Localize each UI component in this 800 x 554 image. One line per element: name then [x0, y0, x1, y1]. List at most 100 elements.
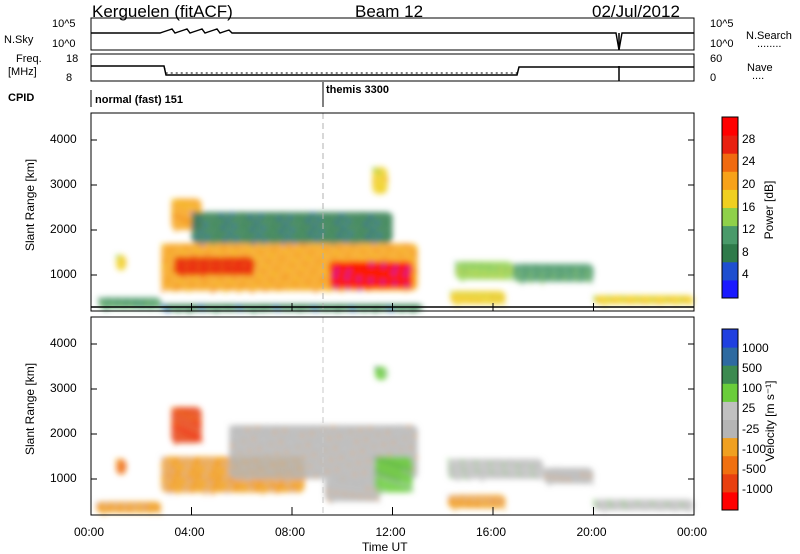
power-cell-2-172 [317, 285, 320, 289]
velocity-cell-2-86 [276, 490, 279, 494]
velocity-cell-4-83 [353, 472, 356, 476]
power-cell-3-0 [173, 257, 176, 260]
power-cell-6-14 [259, 230, 262, 234]
power-cell-3-3 [185, 258, 188, 262]
power-cell-2-101 [296, 254, 299, 258]
velocity-cell-8-16 [453, 507, 456, 511]
velocity-cell-4-180 [353, 445, 356, 449]
velocity-cell-2-100 [182, 475, 185, 479]
power-cell-6-86 [353, 241, 356, 245]
power-cell-2-1 [259, 275, 262, 279]
velocity-cell-4-253 [324, 446, 327, 450]
power-cell-1-15 [143, 300, 146, 304]
power-cell-11-20 [656, 301, 659, 305]
power-cell-6-118 [193, 239, 196, 243]
velocity-cell-2-87 [187, 479, 190, 483]
velocity-ytick-label-0: 1000 [50, 471, 77, 485]
power-cell-6-149 [359, 215, 362, 219]
velocity-cell-4-237 [304, 448, 307, 452]
time-xlabel: Time UT [362, 540, 408, 554]
velocity-cell-4-36 [367, 461, 370, 465]
power-cell-3-35 [202, 274, 205, 278]
velocity-cell-4-208 [293, 455, 296, 459]
velocity-region-1 [96, 501, 162, 513]
power-cell-2-58 [193, 279, 196, 283]
power-cell-12-10 [374, 310, 377, 314]
power-cell-6-89 [382, 212, 385, 215]
power-cell-0-3 [117, 255, 120, 259]
power-cell-2-226 [214, 285, 217, 289]
power-cell-2-45 [203, 283, 206, 287]
velocity-cell-4-107 [382, 443, 385, 447]
velocity-cell-11-22 [632, 500, 635, 504]
power-cell-2-299 [174, 287, 177, 291]
velocity-cell-3-5 [198, 422, 201, 426]
power-cell-3-2 [235, 263, 238, 267]
power-region-1 [98, 297, 162, 309]
velocity-cell-2-3 [182, 458, 185, 462]
power-cell-2-18 [383, 259, 386, 263]
velocity-cell-9-19 [471, 459, 474, 463]
power-cell-6-108 [230, 212, 233, 216]
velocity-cell-4-200 [283, 429, 286, 433]
velocity-cell-9-41 [508, 460, 511, 464]
power-cell-9-0 [455, 261, 458, 265]
power-cell-2-295 [296, 252, 299, 256]
velocity-cell-4-203 [310, 432, 313, 436]
power-colorbar-swatch-2 [722, 243, 738, 263]
velocity-cell-2-10 [277, 487, 280, 491]
power-cell-6-24 [222, 226, 225, 230]
velocity-cell-2-109 [244, 481, 247, 485]
power-cell-4-4 [373, 281, 376, 285]
velocity-cell-4-145 [287, 445, 290, 449]
velocity-cell-4-110 [409, 446, 412, 450]
velocity-cell-9-28 [512, 462, 515, 466]
power-cell-11-21 [594, 298, 597, 302]
power-colorbar-swatch-5 [722, 189, 738, 208]
power-cell-2-30 [274, 270, 277, 274]
velocity-cell-4-92 [246, 428, 249, 432]
power-cell-4-27 [354, 275, 357, 279]
velocity-cell-10-12 [572, 471, 575, 475]
velocity-cell-2-33 [245, 478, 248, 482]
velocity-cell-2-108 [189, 457, 192, 461]
power-cell-2-88 [306, 258, 309, 262]
velocity-cell-6-14 [387, 477, 390, 481]
power-cell-9-9 [480, 264, 483, 268]
power-cell-2-236 [166, 279, 169, 283]
velocity-cell-6-12 [396, 464, 399, 468]
velocity-cell-4-63 [235, 434, 238, 438]
power-cell-2-146 [338, 246, 341, 250]
power-cell-10-31 [579, 268, 582, 272]
velocity-cell-7-1 [379, 375, 382, 379]
power-cell-6-131 [386, 236, 389, 240]
power-cell-6-16 [212, 242, 215, 246]
power-cell-2-195 [259, 274, 262, 278]
velocity-cell-2-70 [261, 491, 264, 495]
velocity-cell-9-25 [498, 461, 501, 465]
velocity-cell-4-227 [339, 456, 342, 460]
power-cell-2-206 [309, 252, 312, 256]
velocity-cell-4-149 [386, 431, 389, 435]
power-cell-6-56 [264, 224, 267, 228]
power-cell-2-85 [269, 255, 272, 259]
power-cell-6-54 [311, 212, 314, 216]
xtick-label-2: 08:00 [275, 525, 306, 539]
power-cell-9-20 [491, 274, 494, 278]
power-cell-6-72 [284, 222, 287, 226]
power-cell-6-31 [357, 219, 360, 223]
power-cell-3-21 [174, 264, 177, 268]
velocity-cell-4-183 [380, 448, 383, 452]
power-region-0 [116, 254, 127, 271]
power-cell-2-223 [177, 283, 180, 287]
velocity-cell-2-11 [189, 475, 192, 479]
power-cell-6-130 [309, 215, 312, 219]
power-colorbar-swatch-7 [722, 153, 738, 172]
power-cell-12-19 [226, 304, 229, 308]
velocity-cell-4-120 [374, 438, 377, 442]
power-cell-12-24 [201, 307, 204, 311]
velocity-cell-10-16 [548, 482, 551, 486]
power-cell-3-25 [217, 259, 220, 263]
velocity-cell-8-15 [489, 498, 492, 502]
power-cell-2-287 [282, 276, 285, 280]
